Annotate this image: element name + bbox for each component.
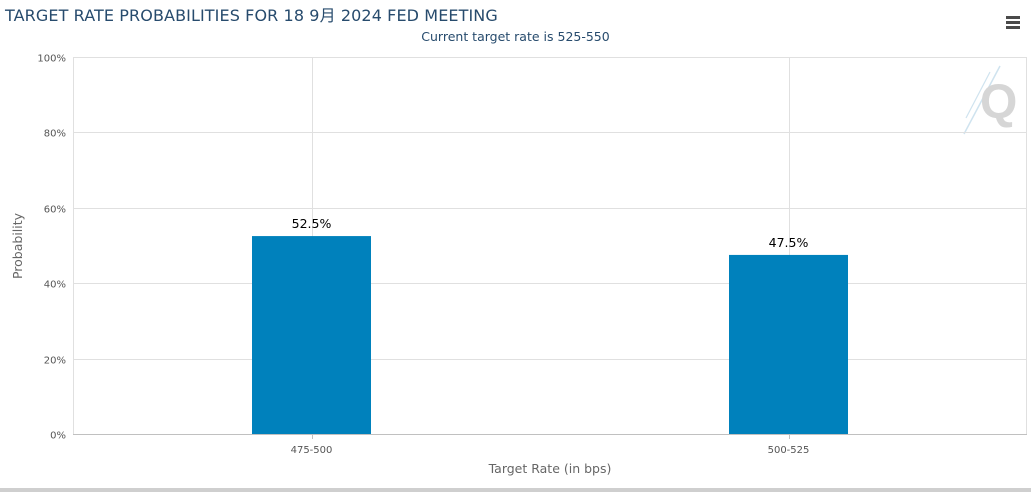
watermark-streak — [965, 71, 991, 119]
hamburger-menu-icon — [1006, 16, 1020, 19]
hamburger-menu-icon-line — [1006, 26, 1020, 29]
bottom-scroll-strip — [0, 488, 1031, 492]
watermark-logo: Q — [963, 65, 1017, 135]
y-axis-title: Probability — [10, 212, 25, 279]
y-tick-label: 0% — [50, 431, 66, 442]
x-tick-label: 475-500 — [291, 445, 333, 456]
y-tick-label: 100% — [37, 54, 66, 65]
bar-475-500[interactable] — [252, 236, 371, 434]
y-tick-label: 80% — [44, 129, 66, 140]
bar-data-label: 52.5% — [292, 216, 332, 231]
chart-menu-button[interactable] — [1002, 13, 1024, 31]
y-tick-label: 60% — [44, 205, 66, 216]
x-tick-label: 500-525 — [768, 445, 810, 456]
y-tick-label: 20% — [44, 356, 66, 367]
chart-subtitle: Current target rate is 525-550 — [421, 29, 610, 44]
hamburger-menu-icon-line — [1006, 21, 1020, 24]
watermark-q-glyph: Q — [980, 76, 1017, 129]
bar-data-label: 47.5% — [769, 235, 809, 250]
grid-layer — [73, 57, 1027, 439]
label-layer: 0% 20% 40% 60% 80% 100% 52.5% 475-500 47.5% 500-5… — [37, 54, 809, 457]
x-axis-title: Target Rate (in bps) — [488, 461, 612, 476]
y-tick-label: 40% — [44, 280, 66, 291]
bar-500-525[interactable] — [729, 254, 848, 434]
watermark-streak — [963, 65, 1001, 135]
chart-title: TARGET RATE PROBABILITIES FOR 18 9月 2024… — [5, 6, 498, 25]
bar-layer — [252, 236, 848, 434]
